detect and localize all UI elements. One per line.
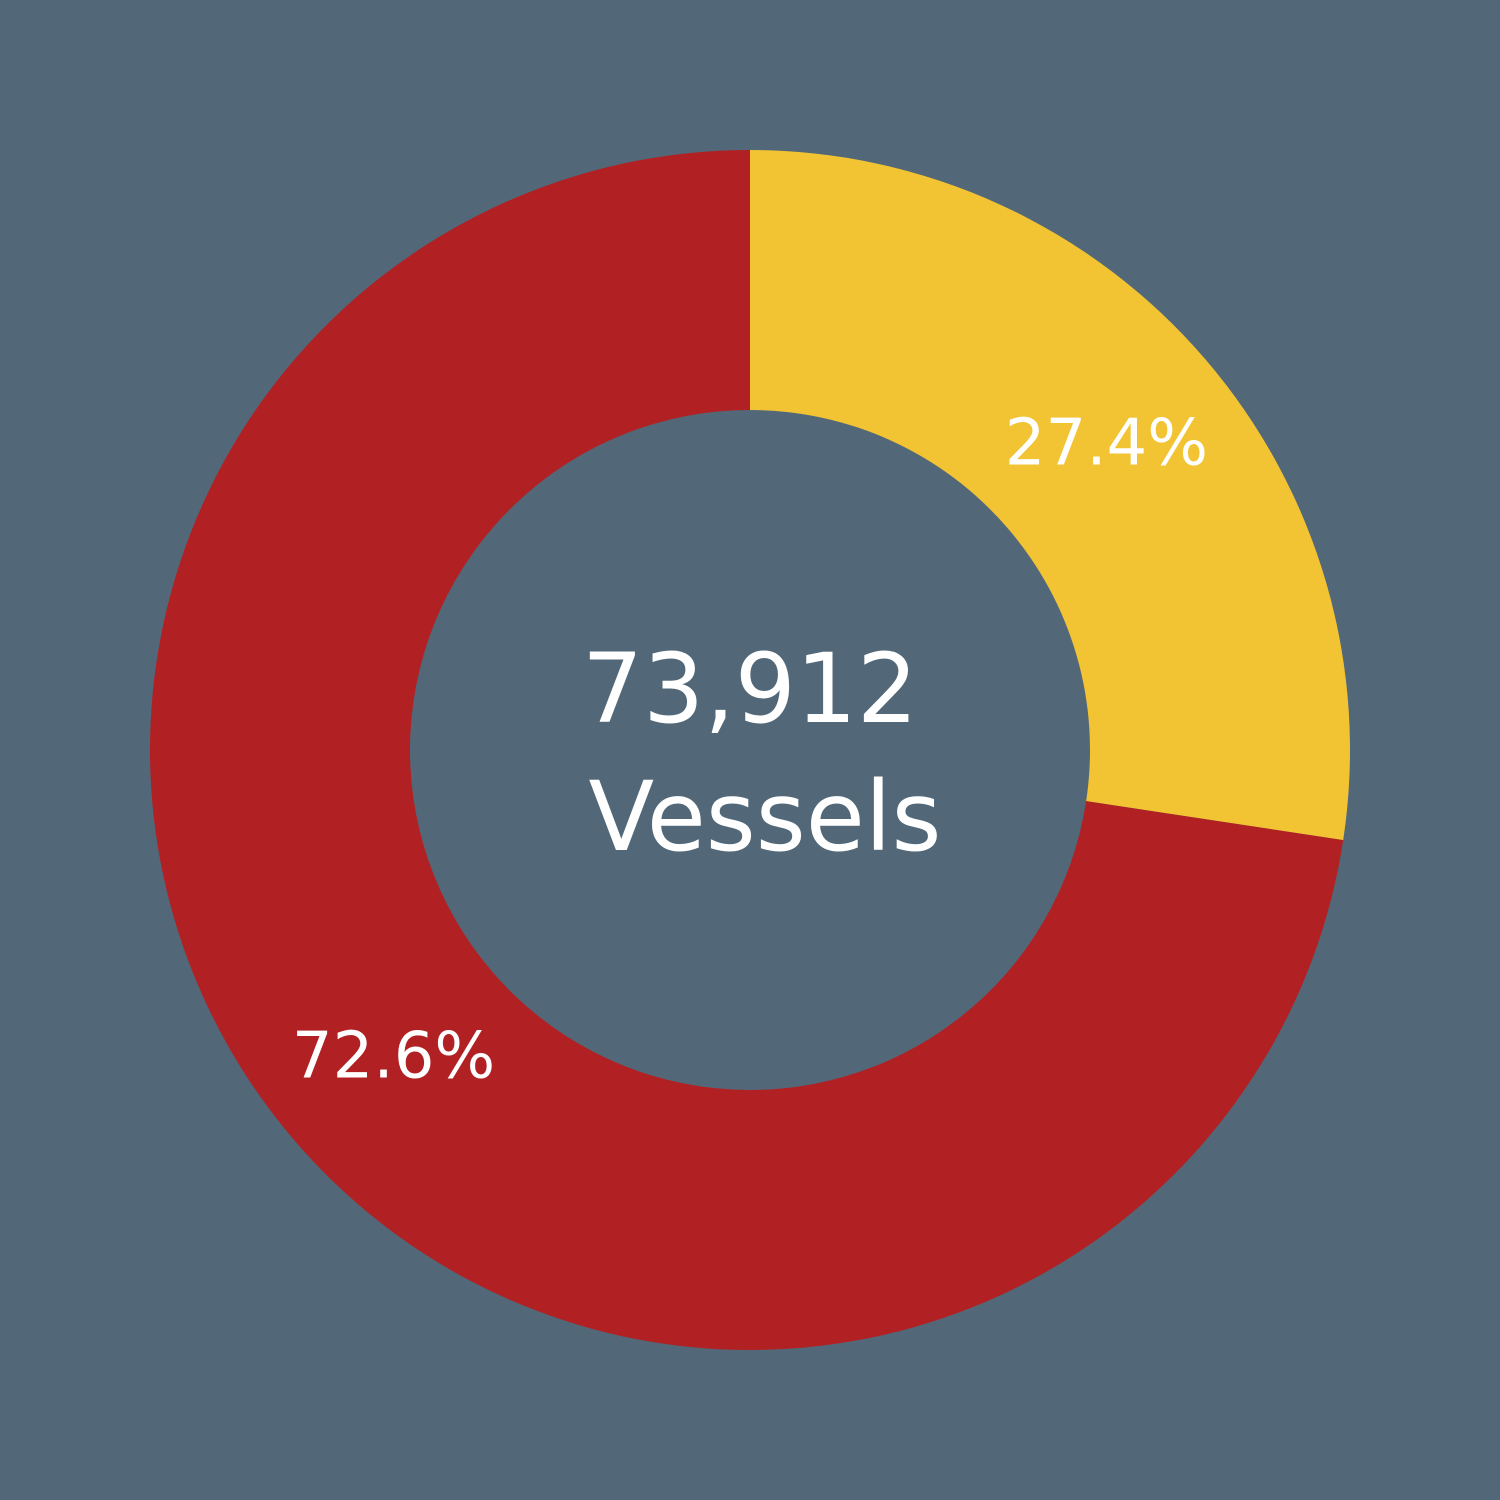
donut-slice-2: [149, 150, 1344, 1350]
slices-group: [149, 150, 1350, 1350]
slice-label-2: 72.6%: [292, 1019, 495, 1093]
center-total-value: 73,912: [582, 633, 918, 745]
slice-label-1: 27.4%: [1005, 407, 1208, 481]
center-total-unit: Vessels: [588, 761, 941, 873]
donut-slice-1: [750, 150, 1350, 841]
slice-labels-group: 27.4% 72.6%: [292, 407, 1208, 1094]
